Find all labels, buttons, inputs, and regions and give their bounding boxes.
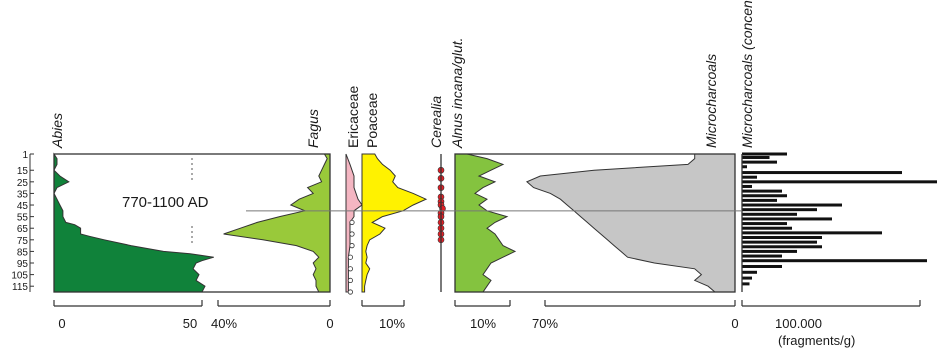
- ericaceae-label: Ericaceae: [345, 86, 361, 148]
- microcharcoal-conc-bar: [742, 155, 770, 159]
- depth-tick-label: 105: [11, 271, 28, 282]
- microcharcoal-conc-bar: [742, 194, 787, 198]
- depth-tick-label: 65: [17, 224, 29, 235]
- microcharcoal-conc-bar: [742, 231, 882, 235]
- ericaceae-marker: [349, 243, 355, 249]
- microcharcoals-scale-label: 0: [731, 316, 738, 331]
- microcharcoal-conc-scale-label: 100.000: [775, 316, 822, 331]
- fagus-scale-label: 40%: [211, 316, 237, 331]
- microcharcoal-conc-bar: [742, 245, 822, 249]
- microcharcoal-conc-bar: [742, 203, 842, 207]
- fagus-scale-label: 0: [326, 316, 333, 331]
- microcharcoal-conc-bar: [742, 184, 752, 188]
- microcharcoal-conc-bar: [742, 226, 792, 230]
- microcharcoal-conc-bar: [742, 276, 752, 280]
- microcharcoal-conc-scale-unit: (fragments/g): [778, 333, 855, 348]
- microcharcoals-curve-group: [525, 153, 736, 293]
- abies-label: Abies: [49, 113, 65, 149]
- alnus-area: [454, 153, 517, 293]
- microcharcoal-conc-bar: [742, 235, 822, 239]
- alnus-label: Alnus incana/glut.: [449, 37, 465, 149]
- microcharcoal-conc-label: Microcharcoals (concentration): [739, 0, 755, 148]
- abies-fagus-frame: [53, 153, 331, 293]
- event-horizon-label: 770-1100 AD: [122, 194, 209, 211]
- microcharcoal-conc-bar: [742, 217, 832, 221]
- microcharcoal-conc-bar: [742, 189, 782, 193]
- ericaceae-marker: [347, 277, 353, 284]
- abies-scale-label: 50: [183, 316, 197, 331]
- abies-area: [53, 152, 214, 293]
- cerealia-label: Cerealia: [428, 96, 444, 148]
- microcharcoal-conc-bar: [742, 282, 750, 286]
- abies-curve-group: [53, 152, 214, 293]
- depth-tick-label: 75: [17, 236, 29, 247]
- depth-tick-label: 15: [17, 166, 29, 177]
- fagus-curve-group: [223, 153, 331, 293]
- curve-layer: [53, 152, 937, 295]
- microcharcoals-area: [525, 153, 736, 293]
- depth-tick-label: 115: [12, 282, 28, 293]
- depth-tick-label: 25: [17, 178, 29, 189]
- microcharcoal-conc-bar: [742, 212, 797, 216]
- microcharcoal-conc-bar: [742, 198, 777, 202]
- microcharcoal-conc-bar: [742, 175, 757, 179]
- ericaceae-marker: [349, 219, 355, 226]
- ericaceae-marker: [347, 254, 353, 260]
- microcharcoals-scale-label: 70%: [532, 316, 558, 331]
- microcharcoal-conc-bar: [742, 165, 747, 169]
- microcharcoal-conc-bar: [742, 160, 777, 164]
- alnus-scale-label: 10%: [470, 316, 496, 331]
- axis-layer: [29, 153, 921, 307]
- microcharcoal-conc-bar: [742, 264, 782, 268]
- microcharcoal-conc-bar: [742, 222, 787, 226]
- microcharcoal-conc-bar: [742, 240, 817, 244]
- ericaceae-marker: [347, 266, 353, 272]
- microcharcoal-conc-bar: [742, 270, 757, 274]
- microcharcoal-conc-bar: [742, 208, 817, 212]
- microcharcoal-conc-curve-group: [742, 152, 937, 286]
- fagus-label: Fagus: [305, 109, 321, 148]
- microcharcoal-conc-bar: [742, 171, 902, 175]
- microcharcoals-label: Microcharcoals: [703, 54, 719, 148]
- depth-tick-label: 85: [17, 247, 29, 258]
- poaceae-area: [361, 153, 428, 293]
- poaceae-curve-group: [361, 153, 428, 293]
- fagus-area: [223, 153, 331, 293]
- depth-tick-label: 55: [17, 213, 29, 224]
- depth-tick-label: 45: [17, 201, 29, 212]
- alnus-curve-group: [454, 153, 517, 293]
- poaceae-scale-label: 10%: [379, 316, 405, 331]
- microcharcoal-conc-bar: [742, 254, 782, 258]
- ericaceae-marker: [347, 289, 353, 295]
- ericaceae-marker: [349, 231, 355, 237]
- depth-tick-label: 1: [22, 150, 28, 161]
- depth-tick-label: 95: [17, 259, 29, 270]
- poaceae-label: Poaceae: [364, 93, 380, 148]
- microcharcoal-conc-bar: [742, 259, 927, 263]
- microcharcoal-conc-bar: [742, 249, 797, 253]
- alnus-microcharcoal-frame: [454, 153, 736, 293]
- microcharcoal-conc-bar: [742, 152, 787, 156]
- depth-tick-label: 35: [17, 189, 29, 200]
- cerealia-curve-group: [437, 166, 446, 244]
- ericaceae-curve-group: [345, 153, 363, 295]
- abies-scale-label: 0: [58, 316, 65, 331]
- microcharcoal-conc-bar: [742, 180, 937, 184]
